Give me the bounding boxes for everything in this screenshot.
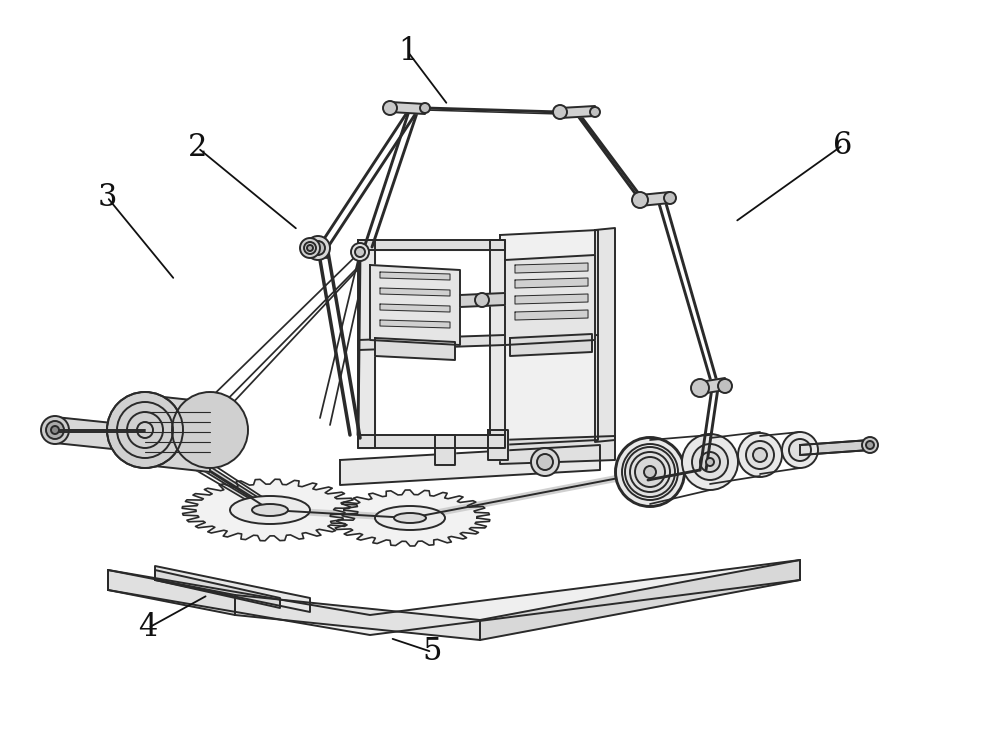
Polygon shape [460,293,505,307]
Circle shape [691,379,709,397]
Circle shape [383,101,397,115]
Polygon shape [380,320,450,328]
Circle shape [632,192,648,208]
Polygon shape [145,395,210,472]
Circle shape [306,236,330,260]
Circle shape [51,426,59,434]
Polygon shape [510,334,592,356]
Polygon shape [560,106,595,118]
Polygon shape [380,304,450,312]
Circle shape [41,416,69,444]
Ellipse shape [230,496,310,524]
Circle shape [300,238,320,258]
Polygon shape [155,570,280,608]
Polygon shape [358,435,505,448]
Circle shape [866,441,874,449]
Circle shape [351,243,369,261]
Polygon shape [55,417,170,455]
Polygon shape [235,595,480,640]
Circle shape [107,392,183,468]
Circle shape [46,421,64,439]
Circle shape [531,448,559,476]
Circle shape [664,192,676,204]
Circle shape [475,293,489,307]
Polygon shape [358,240,375,448]
Polygon shape [380,272,450,280]
Text: 1: 1 [398,37,418,67]
Circle shape [355,247,365,257]
Polygon shape [640,192,670,206]
Polygon shape [330,490,490,546]
Polygon shape [800,440,870,455]
Polygon shape [505,255,595,345]
Polygon shape [490,240,505,435]
Text: 6: 6 [833,130,853,161]
Polygon shape [155,566,310,612]
Text: 2: 2 [188,133,208,163]
Circle shape [644,466,656,478]
Circle shape [746,441,774,469]
Circle shape [706,458,714,466]
Circle shape [782,432,818,468]
Polygon shape [375,338,455,360]
Ellipse shape [375,506,445,530]
Polygon shape [480,560,800,640]
Circle shape [172,392,248,468]
Circle shape [753,448,767,462]
Circle shape [615,437,685,507]
Circle shape [311,241,325,255]
Circle shape [420,103,430,113]
Polygon shape [182,479,358,541]
Circle shape [304,242,316,254]
Polygon shape [488,430,508,460]
Polygon shape [390,102,425,114]
Polygon shape [515,278,588,288]
Circle shape [718,379,732,393]
Polygon shape [370,265,460,345]
Circle shape [553,105,567,119]
Circle shape [635,457,665,487]
Circle shape [862,437,878,453]
Ellipse shape [252,504,288,516]
Polygon shape [700,378,725,394]
Polygon shape [358,335,505,350]
Text: 3: 3 [97,182,117,213]
Text: 4: 4 [138,613,158,644]
Polygon shape [515,263,588,273]
Circle shape [307,245,313,251]
Circle shape [590,107,600,117]
Polygon shape [380,288,450,296]
Polygon shape [108,560,800,635]
Polygon shape [435,435,455,465]
Polygon shape [515,310,588,320]
Circle shape [682,434,738,490]
Polygon shape [310,240,328,258]
Ellipse shape [394,513,426,523]
Circle shape [692,444,728,480]
Polygon shape [515,294,588,304]
Polygon shape [595,228,615,442]
Circle shape [789,439,811,461]
Polygon shape [500,436,615,464]
Circle shape [537,454,553,470]
Polygon shape [340,445,600,485]
Circle shape [625,447,675,497]
Polygon shape [358,240,505,250]
Polygon shape [500,230,598,445]
Circle shape [738,433,782,477]
Text: 5: 5 [422,636,442,668]
Circle shape [700,452,720,472]
Polygon shape [108,570,235,615]
